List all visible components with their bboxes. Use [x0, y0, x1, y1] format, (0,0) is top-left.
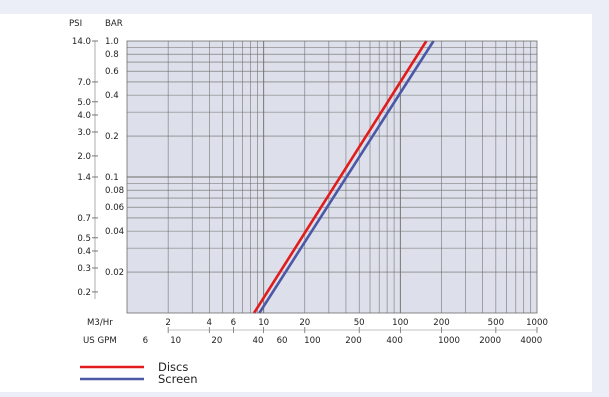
m3hr-tick-label: 100 [392, 318, 408, 328]
background-band-right [592, 0, 609, 397]
psi-tick-label: 14.0 [72, 37, 91, 47]
psi-tick-label: 0.7 [77, 214, 91, 224]
m3hr-tick-label: 4 [207, 318, 212, 328]
bar-tick-label: 0.04 [105, 227, 124, 237]
usgpm-tick-label: 40 [253, 336, 264, 346]
usgpm-tick-label: 2000 [479, 336, 501, 346]
y-axis-labels: PSI BAR 14.0 7.0 5.0 4.0 3.0 2.0 1.4 0.7 0.5 0.4 0… [69, 19, 124, 299]
usgpm-tick-label: 100 [304, 336, 320, 346]
series-line-discs [252, 40, 428, 314]
m3hr-tick-label: 20 [299, 318, 310, 328]
legend-label-screen: Screen [158, 372, 198, 386]
bar-tick-label: 0.02 [105, 268, 124, 278]
x-axis-labels: M3/Hr US GPM 2 4 6 10 20 50 100 200 500 1000 6 10 20… [83, 318, 548, 346]
psi-tick-label: 1.4 [77, 173, 91, 183]
m3hr-tick-label: 2 [165, 318, 170, 328]
m3hr-tick-label: 200 [433, 318, 449, 328]
psi-tick-label: 2.0 [77, 152, 91, 162]
background-band-top [0, 0, 609, 14]
m3hr-axis-title: M3/Hr [87, 318, 113, 328]
bar-axis-title: BAR [105, 19, 123, 29]
m3hr-tick-label: 1000 [526, 318, 548, 328]
usgpm-tick-label: 60 [277, 336, 288, 346]
bar-tick-label: 0.1 [105, 173, 119, 183]
psi-tick-label: 3.0 [77, 128, 91, 138]
psi-tick-label: 0.4 [77, 247, 91, 257]
usgpm-tick-label: 6 [143, 336, 148, 346]
usgpm-tick-label: 10 [170, 336, 181, 346]
series-line-screen [258, 40, 435, 314]
bar-tick-label: 0.6 [105, 67, 119, 77]
usgpm-tick-label: 200 [345, 336, 361, 346]
psi-tick-label: 7.0 [77, 78, 91, 88]
psi-tick-label: 5.0 [77, 98, 91, 108]
bar-tick-label: 0.4 [105, 91, 119, 101]
bar-tick-label: 0.8 [105, 50, 119, 60]
psi-axis-title: PSI [69, 19, 82, 29]
usgpm-tick-label: 4000 [520, 336, 542, 346]
legend-label-discs: Discs [158, 360, 188, 374]
legend: Discs Screen [80, 360, 198, 386]
psi-tick-label: 4.0 [77, 111, 91, 121]
bar-tick-label: 0.2 [105, 132, 119, 142]
bar-tick-label: 0.06 [105, 203, 124, 213]
m3hr-tick-label: 6 [231, 318, 236, 328]
usgpm-tick-label: 1000 [438, 336, 460, 346]
background-band-bottom [0, 392, 609, 397]
usgpm-tick-label: 20 [211, 336, 222, 346]
plot-border [126, 40, 538, 314]
series-lines [252, 40, 435, 314]
bar-tick-label: 1.0 [105, 37, 119, 47]
psi-tick-label: 0.5 [77, 234, 91, 244]
psi-tick-label: 0.2 [77, 288, 91, 298]
bar-tick-label: 0.08 [105, 186, 124, 196]
m3hr-tick-label: 500 [488, 318, 504, 328]
m3hr-tick-label: 50 [354, 318, 365, 328]
grid [127, 41, 537, 313]
usgpm-axis-title: US GPM [83, 336, 117, 346]
psi-tick-label: 0.3 [77, 264, 91, 274]
usgpm-tick-label: 400 [386, 336, 402, 346]
m3hr-tick-label: 10 [258, 318, 269, 328]
